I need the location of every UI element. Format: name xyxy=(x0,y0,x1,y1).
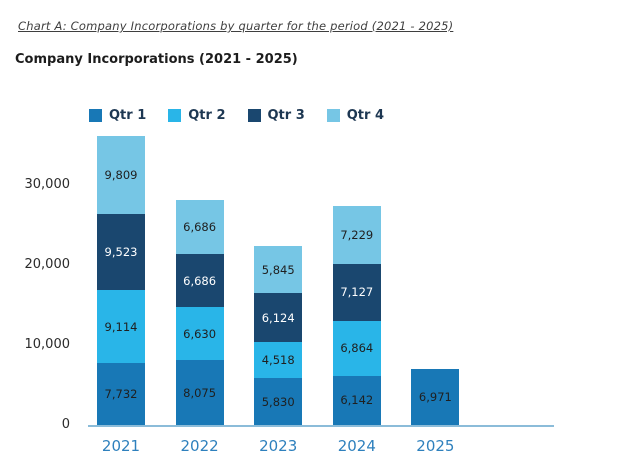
bar-segment: 6,864 xyxy=(332,320,381,376)
bar-segment: 9,523 xyxy=(97,214,145,291)
bar-segment: 6,971 xyxy=(411,369,460,425)
legend-swatch-qtr2 xyxy=(168,109,182,122)
legend-swatch-qtr1 xyxy=(89,109,102,122)
y-axis-label: 0 xyxy=(61,417,70,432)
y-axis-label: 30,000 xyxy=(24,177,71,192)
legend-label: Qtr 4 xyxy=(346,108,384,123)
bar-value-label: 5,830 xyxy=(261,394,295,409)
bar-segment: 7,127 xyxy=(332,263,381,321)
chart-legend: Qtr 1 Qtr 2 Qtr 3 Qtr 4 xyxy=(89,108,384,123)
y-axis-label: 10,000 xyxy=(24,337,71,352)
bar-segment: 4,518 xyxy=(254,342,303,379)
bar-2024: 6,142 6,864 7,127 7,229 xyxy=(332,128,381,425)
bar-value-label: 6,864 xyxy=(340,341,374,356)
x-axis-label-2023: 2023 xyxy=(259,437,298,455)
x-axis-label-2024: 2024 xyxy=(337,437,376,455)
bar-2023: 5,830 4,518 6,124 5,845 xyxy=(254,128,303,425)
bar-segment: 9,114 xyxy=(97,290,145,364)
x-axis-label-2021: 2021 xyxy=(101,437,141,455)
legend-label: Qtr 2 xyxy=(188,108,226,123)
bar-segment: 5,845 xyxy=(254,246,303,294)
bar-segment: 6,124 xyxy=(254,293,303,343)
bar-value-label: 9,809 xyxy=(104,167,138,182)
bar-segment: 7,732 xyxy=(97,363,145,425)
bar-2021: 7,732 9,114 9,523 9,809 xyxy=(97,128,145,425)
bar-segment: 6,686 xyxy=(175,200,224,254)
legend-item-qtr3: Qtr 3 xyxy=(247,108,305,123)
bar-2025: 6,971 xyxy=(411,128,460,425)
bar-value-label: 6,971 xyxy=(418,390,452,405)
legend-item-qtr2: Qtr 2 xyxy=(168,108,226,123)
chart-caption: Chart A: Company Incorporations by quart… xyxy=(18,19,454,33)
bar-segment: 5,830 xyxy=(254,378,303,425)
bar-segment: 6,630 xyxy=(175,307,224,361)
bar-segment: 9,809 xyxy=(97,135,145,215)
bar-value-label: 5,845 xyxy=(261,262,295,277)
bar-2022: 8,075 6,630 6,686 6,686 xyxy=(175,128,224,425)
bar-value-label: 6,686 xyxy=(183,273,217,288)
bar-segment: 7,229 xyxy=(332,206,381,264)
bar-value-label: 9,114 xyxy=(104,319,138,334)
x-axis-label-2025: 2025 xyxy=(416,437,455,455)
bar-segment: 8,075 xyxy=(175,360,224,425)
bar-value-label: 6,686 xyxy=(183,220,217,235)
bar-segment: 6,142 xyxy=(332,375,381,425)
legend-item-qtr4: Qtr 4 xyxy=(326,108,384,123)
x-axis-line xyxy=(88,425,554,427)
legend-swatch-qtr4 xyxy=(326,109,340,122)
bar-value-label: 4,518 xyxy=(261,353,295,368)
bar-value-label: 6,630 xyxy=(183,326,217,341)
legend-swatch-qtr3 xyxy=(247,109,261,122)
bar-value-label: 7,127 xyxy=(340,285,374,300)
bar-value-label: 9,523 xyxy=(104,245,138,260)
bar-value-label: 6,124 xyxy=(261,310,295,325)
bar-value-label: 6,142 xyxy=(340,393,374,408)
bar-value-label: 8,075 xyxy=(183,385,217,400)
legend-label: Qtr 1 xyxy=(109,108,147,123)
bar-segment: 6,686 xyxy=(175,253,224,308)
bar-value-label: 7,732 xyxy=(104,387,138,402)
legend-item-qtr1: Qtr 1 xyxy=(89,108,146,123)
bar-value-label: 7,229 xyxy=(340,228,374,243)
legend-label: Qtr 3 xyxy=(267,108,305,123)
chart-title: Company Incorporations (2021 - 2025) xyxy=(15,52,298,67)
plot-area: 0 10,000 20,000 30,000 7,732 9,114 9,523 9,809 2… xyxy=(25,128,554,455)
x-axis-label-2022: 2022 xyxy=(180,437,219,455)
y-axis-label: 20,000 xyxy=(24,257,71,272)
